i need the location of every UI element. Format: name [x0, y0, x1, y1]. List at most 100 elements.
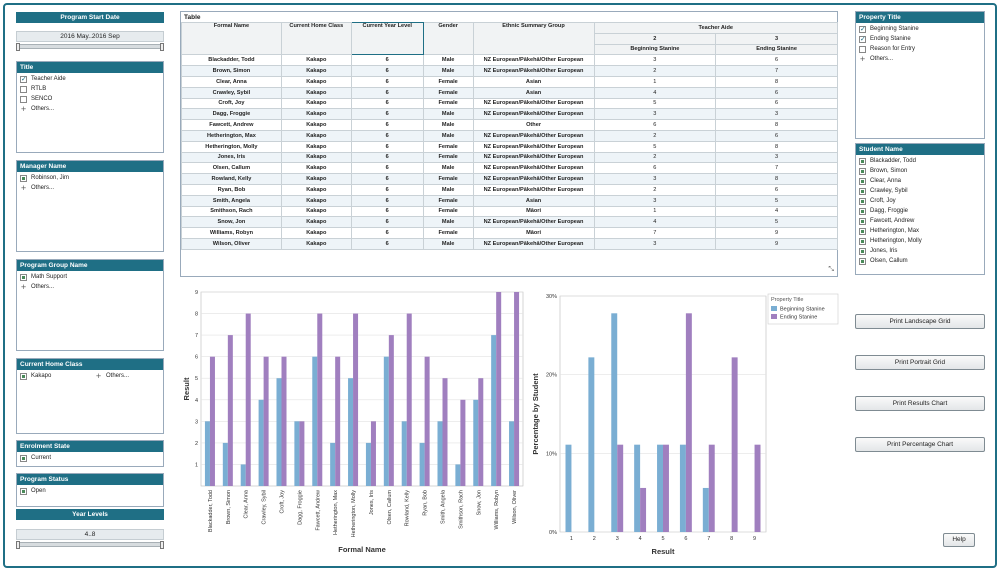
- print-landscape-button[interactable]: Print Landscape Grid: [855, 314, 985, 329]
- bar-beginning[interactable]: [437, 421, 443, 486]
- student-filter-item[interactable]: Dagg, Froggie: [856, 206, 984, 216]
- bar-beginning[interactable]: [204, 421, 210, 486]
- program-start-date-track[interactable]: [16, 43, 164, 51]
- home-class-filter-item[interactable]: Kakapo: [17, 371, 92, 381]
- bar-ending[interactable]: [460, 399, 466, 486]
- title-filter-item[interactable]: RTLB: [17, 84, 163, 94]
- slider-handle-left[interactable]: [16, 541, 20, 549]
- checkbox[interactable]: [20, 75, 27, 83]
- bar-beginning[interactable]: [419, 442, 425, 486]
- home-class-others-item[interactable]: + Others...: [92, 371, 129, 381]
- bar-ending[interactable]: [317, 313, 323, 486]
- table-row[interactable]: Jones, Iris Kakapo 6 Female NZ European/Pāke…: [181, 151, 838, 164]
- checkbox[interactable]: [859, 227, 866, 235]
- checkbox[interactable]: [859, 237, 866, 245]
- table-row[interactable]: Dagg, Froggie Kakapo 6 Male NZ European/Pāke…: [181, 108, 838, 121]
- bar-beginning[interactable]: [258, 399, 264, 486]
- student-filter-item[interactable]: Jones, Iris: [856, 246, 984, 256]
- bar-ending[interactable]: [281, 356, 287, 486]
- bar-beginning[interactable]: [330, 442, 336, 486]
- bar-ending[interactable]: [299, 421, 305, 486]
- year-levels-track[interactable]: [16, 541, 164, 549]
- property-others-item[interactable]: + Others...: [856, 54, 984, 64]
- bar-beginning[interactable]: [491, 335, 497, 486]
- checkbox[interactable]: [20, 174, 27, 182]
- col-header-ethnic[interactable]: Ethnic Summary Group: [472, 21, 595, 56]
- table-row[interactable]: Clear, Anna Kakapo 6 Female Asian 1 8: [181, 75, 838, 88]
- slider-handle-right[interactable]: [160, 541, 164, 549]
- bar-ending[interactable]: [685, 313, 692, 532]
- slider-handle-left[interactable]: [16, 43, 20, 51]
- bar-ending[interactable]: [496, 292, 502, 486]
- bar-ending[interactable]: [754, 444, 761, 532]
- col-header-beginning[interactable]: Beginning Stanine: [593, 43, 717, 56]
- bar-ending[interactable]: [227, 335, 233, 486]
- property-filter-item[interactable]: Ending Stanine: [856, 34, 984, 44]
- checkbox[interactable]: [859, 25, 866, 33]
- bar-beginning[interactable]: [634, 444, 641, 532]
- checkbox[interactable]: [20, 85, 27, 93]
- checkbox[interactable]: [859, 247, 866, 255]
- bar-beginning[interactable]: [312, 356, 318, 486]
- bar-ending[interactable]: [478, 378, 484, 486]
- checkbox[interactable]: [859, 257, 866, 265]
- table-row[interactable]: Rowland, Kelly Kakapo 6 Female NZ European/P…: [181, 173, 838, 185]
- col-header-ending[interactable]: Ending Stanine: [715, 43, 838, 56]
- bar-ending[interactable]: [514, 292, 520, 486]
- bar-beginning[interactable]: [348, 378, 354, 486]
- table-row[interactable]: Smith, Angela Kakapo 6 Female Asian 3 5: [181, 194, 838, 207]
- bar-beginning[interactable]: [702, 487, 709, 532]
- bar-ending[interactable]: [370, 421, 376, 486]
- bar-beginning[interactable]: [294, 421, 300, 486]
- bar-ending[interactable]: [442, 378, 448, 486]
- table-row[interactable]: Crawley, Sybil Kakapo 6 Female Asian 4 6: [181, 86, 838, 99]
- property-filter-item[interactable]: Beginning Stanine: [856, 24, 984, 34]
- bar-beginning[interactable]: [383, 356, 389, 486]
- student-filter-item[interactable]: Olsen, Callum: [856, 256, 984, 266]
- col-header-2[interactable]: 2: [593, 32, 717, 45]
- checkbox[interactable]: [20, 273, 27, 281]
- col-header-home-class[interactable]: Current Home Class: [280, 21, 352, 56]
- help-button[interactable]: Help: [943, 533, 975, 547]
- program-group-others-item[interactable]: + Others...: [17, 282, 163, 292]
- checkbox[interactable]: [859, 35, 866, 43]
- bar-beginning[interactable]: [588, 357, 595, 532]
- student-filter-item[interactable]: Blackadder, Todd: [856, 156, 984, 166]
- checkbox[interactable]: [859, 197, 866, 205]
- bar-beginning[interactable]: [276, 378, 282, 486]
- bar-beginning[interactable]: [509, 421, 515, 486]
- checkbox[interactable]: [859, 217, 866, 225]
- program-group-filter-item[interactable]: Math Support: [17, 272, 163, 282]
- table-row[interactable]: Hetherington, Max Kakapo 6 Male NZ European/…: [181, 129, 838, 142]
- bar-beginning[interactable]: [565, 444, 572, 532]
- student-filter-item[interactable]: Croft, Joy: [856, 196, 984, 206]
- col-header-gender[interactable]: Gender: [422, 21, 474, 56]
- col-header-year-level[interactable]: Current Year Level: [350, 21, 424, 56]
- manager-filter-item[interactable]: Robinson, Jim: [17, 173, 163, 183]
- bar-beginning[interactable]: [401, 421, 407, 486]
- table-row[interactable]: Blackadder, Todd Kakapo 6 Male NZ European/P…: [181, 54, 838, 67]
- bar-ending[interactable]: [731, 357, 738, 532]
- bar-beginning[interactable]: [611, 313, 618, 532]
- table-row[interactable]: Brown, Simon Kakapo 6 Male NZ European/Pākeh…: [181, 65, 838, 77]
- checkbox[interactable]: [859, 157, 866, 165]
- col-header-formal-name[interactable]: Formal Name: [181, 21, 282, 56]
- table-row[interactable]: Croft, Joy Kakapo 6 Female NZ European/Pākeh…: [181, 97, 838, 110]
- enrolment-filter-item[interactable]: Current: [17, 453, 163, 463]
- table-row[interactable]: Olsen, Callum Kakapo 6 Male NZ European/Pāke…: [181, 162, 838, 175]
- checkbox[interactable]: [20, 95, 27, 103]
- bar-ending[interactable]: [335, 356, 341, 486]
- checkbox[interactable]: [859, 167, 866, 175]
- bar-beginning[interactable]: [657, 444, 663, 532]
- bar-ending[interactable]: [245, 313, 251, 486]
- bar-ending[interactable]: [263, 356, 269, 486]
- manager-others-item[interactable]: + Others...: [17, 183, 163, 193]
- table-row[interactable]: Wilson, Oliver Kakapo 6 Male NZ European/Pāk…: [181, 237, 838, 250]
- bar-ending[interactable]: [708, 444, 715, 532]
- title-filter-item[interactable]: Teacher Aide: [17, 74, 163, 84]
- checkbox[interactable]: [20, 372, 27, 380]
- student-filter-item[interactable]: Clear, Anna: [856, 176, 984, 186]
- student-filter-item[interactable]: Brown, Simon: [856, 166, 984, 176]
- checkbox[interactable]: [859, 45, 866, 53]
- checkbox[interactable]: [20, 454, 27, 462]
